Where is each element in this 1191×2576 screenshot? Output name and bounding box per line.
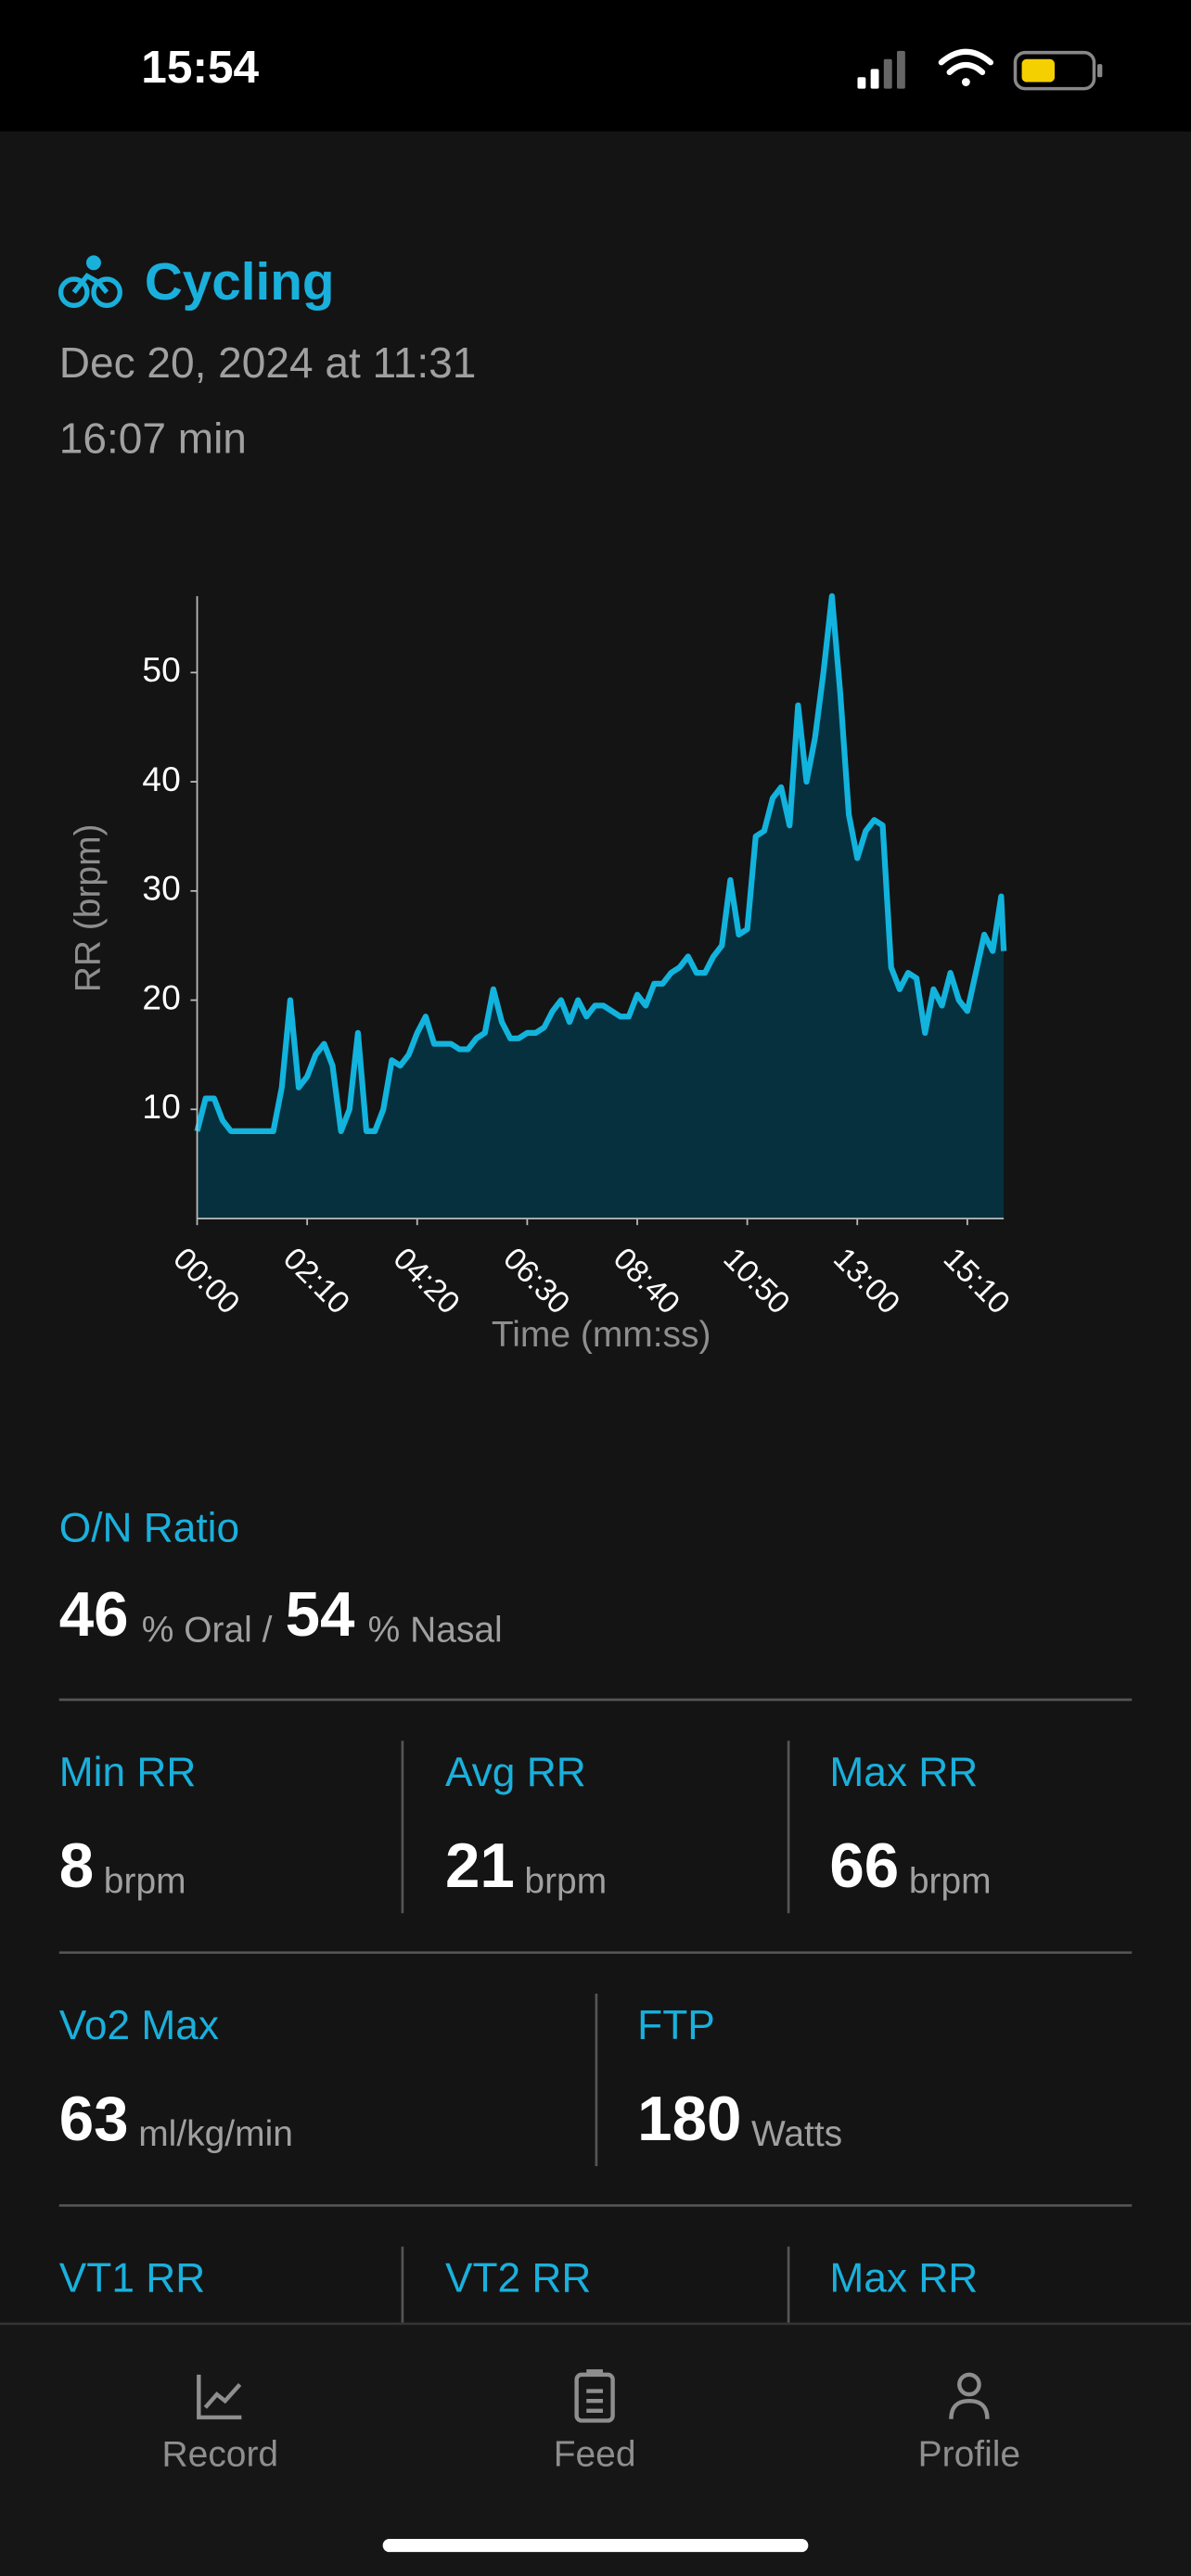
ratio-section: O/N Ratio xyxy=(59,1505,239,1550)
metric-unit: brpm xyxy=(909,1862,992,1902)
y-axis-label: RR (brpm) xyxy=(69,823,109,992)
oral-value: 46 xyxy=(59,1580,129,1650)
metric-unit: ml/kg/min xyxy=(138,2114,293,2154)
metric-unit: brpm xyxy=(104,1862,186,1902)
rr-line xyxy=(194,593,1007,1134)
metric-label: Avg RR xyxy=(445,1750,586,1795)
metric-value: 180 xyxy=(637,2085,741,2154)
metric-value-row: 21 brpm xyxy=(445,1831,607,1902)
tab-icons xyxy=(197,2369,990,2423)
metric-value-row: 66 brpm xyxy=(829,1831,991,1902)
nasal-value: 54 xyxy=(286,1580,355,1650)
ratio-values: 46 % Oral / 54 % Nasal xyxy=(59,1580,503,1651)
y-tick-label: 20 xyxy=(142,977,180,1016)
metric-label: FTP xyxy=(637,2003,715,2048)
y-tick-label: 50 xyxy=(142,650,180,689)
tab-label[interactable]: Feed xyxy=(554,2435,636,2475)
oral-unit: % Oral / xyxy=(142,1611,273,1651)
metric-unit: Watts xyxy=(751,2114,842,2154)
metric-label: Max RR xyxy=(829,1750,978,1795)
tabs: Record Feed Profile xyxy=(162,2435,1021,2475)
status-time: 15:54 xyxy=(141,41,259,93)
profile-icon xyxy=(957,2372,981,2397)
battery-icon xyxy=(1013,50,1103,91)
y-tick-label: 40 xyxy=(142,759,180,798)
record-icon xyxy=(197,2374,242,2420)
y-tick-label: 10 xyxy=(142,1087,180,1126)
bike-icon xyxy=(58,255,122,309)
activity-duration: 16:07 min xyxy=(59,414,247,463)
metric-value-row: 180 Watts xyxy=(637,2085,842,2155)
ratio-label: O/N Ratio xyxy=(59,1505,239,1550)
status-bar xyxy=(0,0,1191,132)
metric-value-row: 8 brpm xyxy=(59,1831,186,1902)
signal-icon xyxy=(857,50,905,89)
nasal-unit: % Nasal xyxy=(368,1611,503,1651)
home-indicator xyxy=(382,2538,809,2553)
metric-label: Max RR xyxy=(829,2256,978,2302)
metric-value-row: 63 ml/kg/min xyxy=(59,2085,293,2155)
wifi-icon xyxy=(938,48,994,86)
metric-value: 8 xyxy=(59,1831,94,1901)
tab-label[interactable]: Profile xyxy=(918,2435,1020,2475)
metric-label: Min RR xyxy=(59,1750,197,1795)
metric-unit: brpm xyxy=(524,1862,607,1902)
tab-label[interactable]: Record xyxy=(162,2435,279,2475)
y-tick-label: 30 xyxy=(142,869,180,908)
metric-value: 63 xyxy=(59,2085,129,2154)
feed-icon xyxy=(574,2372,615,2423)
metric-label: VT2 RR xyxy=(445,2256,591,2302)
tab-bar xyxy=(0,2323,1191,2576)
activity-date: Dec 20, 2024 at 11:31 xyxy=(59,338,477,387)
metric-label: Vo2 Max xyxy=(59,2003,219,2048)
metric-value: 21 xyxy=(445,1831,515,1901)
x-axis-label: Time (mm:ss) xyxy=(492,1315,711,1355)
metric-label: VT1 RR xyxy=(59,2256,205,2302)
metric-value: 66 xyxy=(829,1831,899,1901)
activity-title: Cycling xyxy=(145,253,335,312)
